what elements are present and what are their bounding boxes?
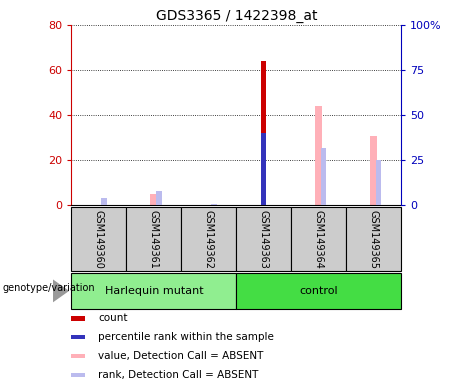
Text: GSM149365: GSM149365 — [369, 210, 378, 268]
Bar — [101, 198, 106, 205]
Bar — [71, 335, 85, 339]
Bar — [181, 207, 236, 271]
Bar — [126, 207, 181, 271]
Bar — [71, 354, 85, 358]
Bar — [346, 207, 401, 271]
Text: GSM149364: GSM149364 — [313, 210, 324, 268]
Text: control: control — [299, 286, 338, 296]
Bar — [71, 316, 85, 321]
Bar — [315, 106, 322, 205]
Text: Harlequin mutant: Harlequin mutant — [105, 286, 203, 296]
Bar — [370, 136, 377, 205]
Bar — [71, 372, 85, 377]
Text: GSM149363: GSM149363 — [259, 210, 269, 268]
Bar — [321, 148, 326, 205]
Polygon shape — [53, 280, 69, 302]
Bar — [236, 207, 291, 271]
Bar — [150, 194, 157, 205]
Text: GSM149362: GSM149362 — [204, 210, 214, 268]
Bar — [71, 273, 236, 309]
Bar — [261, 133, 266, 205]
Text: rank, Detection Call = ABSENT: rank, Detection Call = ABSENT — [99, 370, 259, 380]
Bar — [261, 61, 266, 205]
Bar — [156, 191, 162, 205]
Bar — [236, 273, 401, 309]
Text: percentile rank within the sample: percentile rank within the sample — [99, 332, 274, 342]
Text: GSM149360: GSM149360 — [94, 210, 104, 268]
Text: value, Detection Call = ABSENT: value, Detection Call = ABSENT — [99, 351, 264, 361]
Bar — [71, 207, 126, 271]
Title: GDS3365 / 1422398_at: GDS3365 / 1422398_at — [155, 8, 317, 23]
Bar — [211, 204, 217, 205]
Text: GSM149361: GSM149361 — [149, 210, 159, 268]
Text: count: count — [99, 313, 128, 323]
Bar — [291, 207, 346, 271]
Text: genotype/variation: genotype/variation — [2, 283, 95, 293]
Bar — [376, 161, 381, 205]
